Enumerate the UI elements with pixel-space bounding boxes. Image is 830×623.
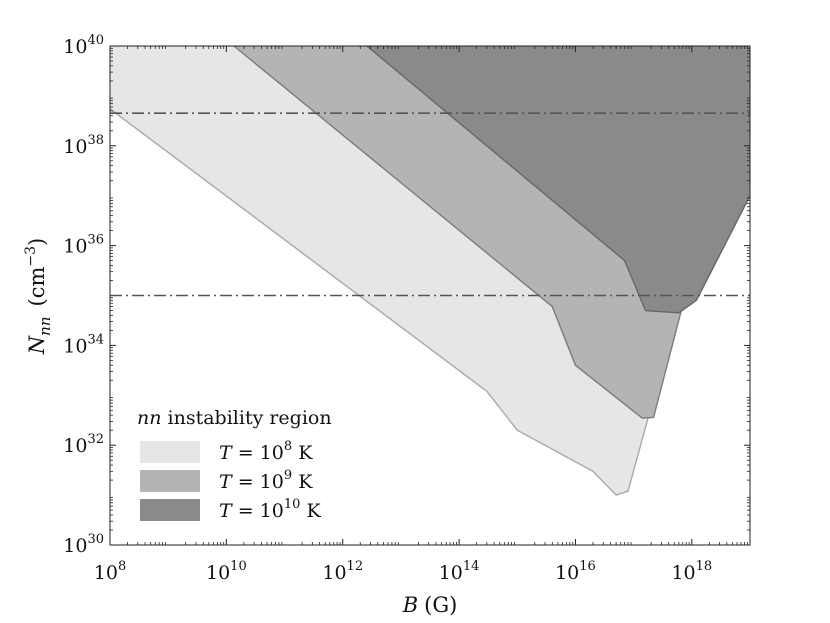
legend-label-3: T = 1010 K — [219, 497, 321, 522]
y-tick-label: 1040 — [63, 33, 104, 58]
legend: nn instability region T = 108 K T = 109 K… — [137, 407, 332, 522]
plot-frame — [109, 45, 751, 546]
y-axis-title: Nnn(cm−3) — [23, 238, 54, 355]
series-boundary-3 — [366, 46, 750, 314]
x-tick-label: 1012 — [322, 559, 363, 584]
x-tick-label: 1018 — [671, 559, 712, 584]
y-tick-label: 1036 — [63, 233, 104, 258]
legend-swatch-1 — [140, 441, 200, 463]
x-axis-title: B (G) — [402, 593, 458, 617]
series-boundary-1 — [110, 46, 750, 496]
y-tick-labels: 1030 1032 1034 1036 1038 1040 — [63, 33, 104, 557]
legend-label-1: T = 108 K — [219, 439, 313, 464]
x-tick-label: 108 — [94, 559, 126, 584]
x-tick-label: 1016 — [555, 559, 596, 584]
series-boundary-2 — [233, 46, 750, 419]
y-tick-label: 1030 — [63, 532, 104, 557]
x-tick-labels: 108 1010 1012 1014 1016 1018 — [94, 559, 712, 584]
legend-label-2: T = 109 K — [219, 468, 313, 493]
x-tick-label: 1010 — [206, 559, 247, 584]
legend-title: nn instability region — [137, 407, 332, 429]
y-tick-label: 1032 — [63, 432, 104, 457]
x-tick-label: 1014 — [439, 559, 480, 584]
reference-lines — [110, 112, 750, 297]
legend-swatch-2 — [140, 470, 200, 492]
y-tick-label: 1034 — [63, 332, 104, 357]
y-tick-label: 1038 — [63, 133, 104, 158]
legend-swatch-3 — [140, 499, 200, 521]
